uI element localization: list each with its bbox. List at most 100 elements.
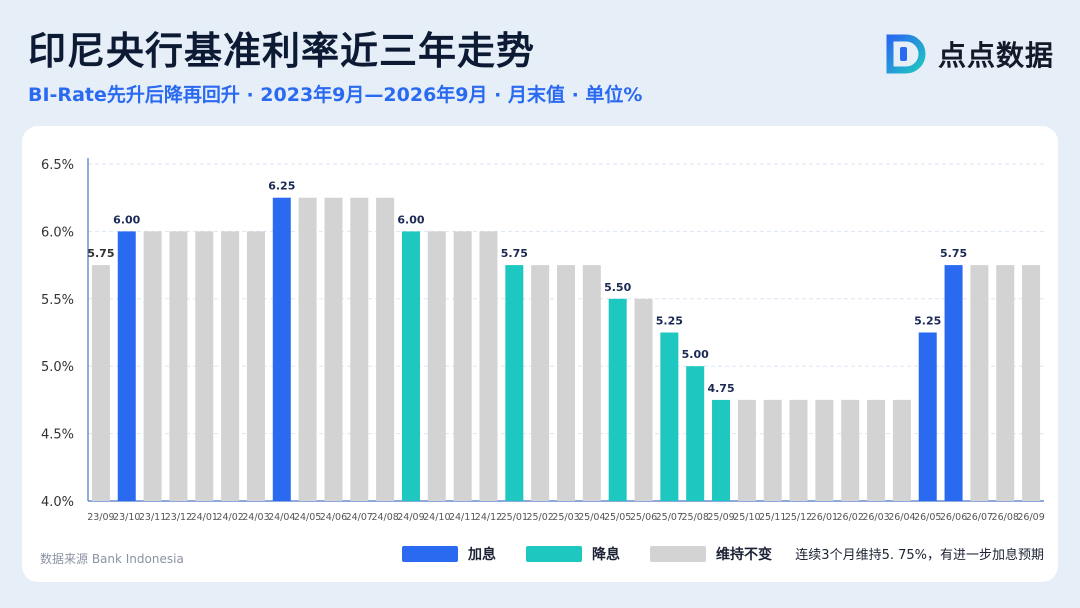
bar bbox=[117, 231, 136, 501]
bar bbox=[401, 231, 420, 501]
x-tick-label: 24/08 bbox=[371, 512, 398, 523]
data-label: 6.00 bbox=[397, 213, 424, 226]
legend-label-cut: 降息 bbox=[592, 547, 620, 563]
x-tick-label: 24/03 bbox=[242, 512, 269, 523]
bar bbox=[582, 265, 601, 501]
bar bbox=[763, 399, 782, 501]
bar bbox=[867, 399, 886, 501]
x-tick-label: 25/08 bbox=[681, 512, 708, 523]
x-tick-label: 26/08 bbox=[992, 512, 1019, 523]
y-tick-label: 4.5% bbox=[41, 428, 74, 443]
x-tick-label: 26/06 bbox=[940, 512, 967, 523]
brand-name: 点点数据 bbox=[937, 39, 1054, 72]
legend-swatch-cut bbox=[526, 546, 582, 562]
x-tick-label: 25/07 bbox=[656, 512, 683, 523]
legend-item-cut: 降息 bbox=[526, 544, 620, 564]
bar-chart: 4.0% 4.5% 5.0% 5.5% 6.0% 6.5% 5.75 23/09 6.00 23/… bbox=[41, 158, 1045, 523]
bar bbox=[246, 231, 265, 501]
bar bbox=[324, 197, 343, 501]
bar bbox=[272, 197, 291, 501]
x-tick-label: 26/01 bbox=[811, 512, 838, 523]
x-tick-label: 25/01 bbox=[501, 512, 528, 523]
data-label: 6.25 bbox=[268, 180, 295, 193]
x-tick-label: 24/12 bbox=[475, 512, 502, 523]
page-title: 印尼央行基准利率近三年走势 bbox=[28, 29, 536, 73]
bar bbox=[427, 231, 446, 501]
bar bbox=[996, 265, 1015, 501]
x-tick-label: 23/10 bbox=[113, 512, 140, 523]
bar bbox=[376, 197, 395, 501]
x-tick-label: 25/12 bbox=[785, 512, 812, 523]
x-tick-label: 26/04 bbox=[888, 512, 915, 523]
x-tick-label: 24/07 bbox=[346, 512, 373, 523]
x-tick-label: 24/05 bbox=[294, 512, 321, 523]
legend-item-hike: 加息 bbox=[402, 544, 496, 564]
x-tick-label: 24/01 bbox=[191, 512, 218, 523]
y-tick-label: 4.0% bbox=[41, 495, 74, 510]
bar bbox=[970, 265, 989, 501]
data-label: 5.00 bbox=[682, 348, 709, 361]
bar bbox=[453, 231, 472, 501]
bar bbox=[531, 265, 550, 501]
legend-swatch-hold bbox=[650, 546, 706, 562]
data-source: 数据来源 Bank Indonesia bbox=[40, 552, 184, 566]
x-tick-label: 25/11 bbox=[759, 512, 786, 523]
x-tick-label: 23/09 bbox=[87, 512, 114, 523]
y-tick-label: 6.5% bbox=[41, 158, 74, 173]
bar bbox=[169, 231, 188, 501]
x-tick-label: 25/03 bbox=[552, 512, 579, 523]
bar bbox=[944, 265, 963, 501]
x-tick-label: 26/07 bbox=[966, 512, 993, 523]
data-label: 5.50 bbox=[604, 281, 631, 294]
x-tick-label: 25/09 bbox=[707, 512, 734, 523]
bar bbox=[712, 399, 731, 501]
x-tick-label: 26/09 bbox=[1017, 512, 1044, 523]
bar bbox=[815, 399, 834, 501]
x-tick-label: 25/06 bbox=[630, 512, 657, 523]
chart-legend: 加息 降息 维持不变 bbox=[402, 544, 772, 564]
brand-logo: 点点数据 bbox=[886, 34, 1054, 74]
bar bbox=[91, 265, 110, 501]
x-tick-label: 25/02 bbox=[526, 512, 553, 523]
legend-item-hold: 维持不变 bbox=[650, 544, 772, 564]
data-label: 5.75 bbox=[940, 247, 967, 260]
bar bbox=[686, 366, 705, 501]
x-tick-label: 24/09 bbox=[397, 512, 424, 523]
bar bbox=[634, 298, 653, 501]
bar bbox=[892, 399, 911, 501]
bar bbox=[143, 231, 162, 501]
x-tick-label: 23/11 bbox=[139, 512, 166, 523]
x-tick-label: 24/04 bbox=[268, 512, 295, 523]
bar bbox=[350, 197, 369, 501]
bar bbox=[195, 231, 214, 501]
data-label: 5.25 bbox=[914, 315, 941, 328]
legend-label-hold: 维持不变 bbox=[716, 547, 772, 563]
data-label: 5.25 bbox=[656, 315, 683, 328]
bar bbox=[505, 265, 524, 501]
brand-logo-icon bbox=[886, 34, 926, 74]
chart-note: 连续3个月维持5. 75%，有进一步加息预期 bbox=[795, 548, 1044, 563]
data-label: 5.75 bbox=[501, 247, 528, 260]
bar bbox=[660, 332, 679, 501]
x-tick-label: 25/04 bbox=[578, 512, 605, 523]
bar bbox=[221, 231, 240, 501]
x-tick-label: 26/05 bbox=[914, 512, 941, 523]
data-label: 6.00 bbox=[113, 213, 140, 226]
x-tick-label: 25/05 bbox=[604, 512, 631, 523]
bar bbox=[841, 399, 860, 501]
x-tick-label: 25/10 bbox=[733, 512, 760, 523]
page-subtitle: BI-Rate先升后降再回升 · 2023年9月—2026年9月 · 月末值 ·… bbox=[28, 84, 643, 106]
y-tick-label: 6.0% bbox=[41, 225, 74, 240]
x-tick-label: 26/03 bbox=[862, 512, 889, 523]
bar bbox=[608, 298, 627, 501]
bar bbox=[789, 399, 808, 501]
x-tick-label: 24/11 bbox=[449, 512, 476, 523]
y-tick-label: 5.0% bbox=[41, 360, 74, 375]
y-tick-label: 5.5% bbox=[41, 293, 74, 308]
x-tick-label: 24/02 bbox=[216, 512, 243, 523]
data-label: 4.75 bbox=[707, 382, 734, 395]
bar bbox=[557, 265, 575, 501]
x-tick-label: 24/10 bbox=[423, 512, 450, 523]
x-tick-label: 26/02 bbox=[837, 512, 864, 523]
legend-swatch-hike bbox=[402, 546, 458, 562]
